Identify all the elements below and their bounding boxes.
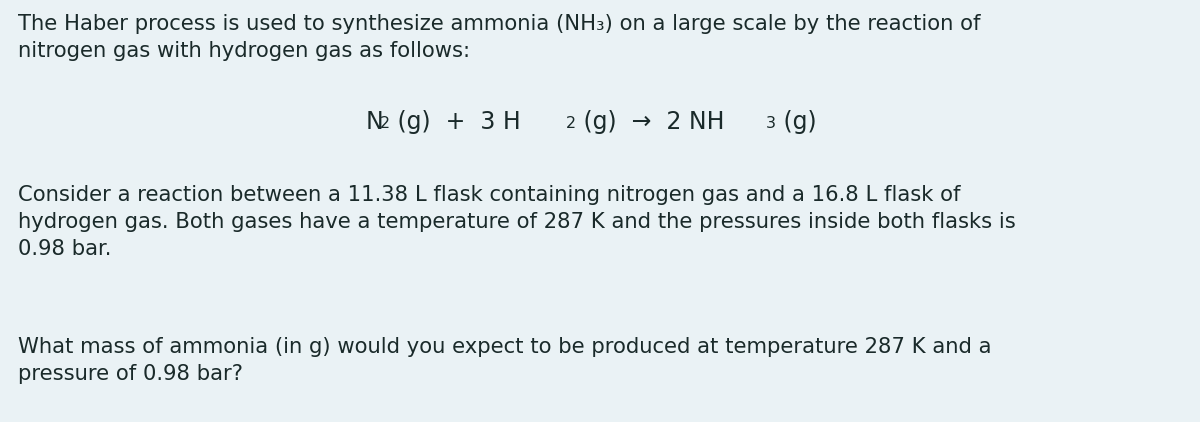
Text: 0.98 bar.: 0.98 bar. [18,239,112,259]
Text: nitrogen gas with hydrogen gas as follows:: nitrogen gas with hydrogen gas as follow… [18,41,470,61]
Text: 2: 2 [380,116,390,131]
Text: (g)  →  2 NH: (g) → 2 NH [576,110,724,134]
Text: 3: 3 [766,116,776,131]
Text: pressure of 0.98 bar?: pressure of 0.98 bar? [18,364,242,384]
Text: N: N [366,110,383,134]
Text: hydrogen gas. Both gases have a temperature of 287 K and the pressures inside bo: hydrogen gas. Both gases have a temperat… [18,212,1015,232]
Text: The Haber process is used to synthesize ammonia (NH₃) on a large scale by the re: The Haber process is used to synthesize … [18,14,980,34]
Text: What mass of ammonia (in g) would you expect to be produced at temperature 287 K: What mass of ammonia (in g) would you ex… [18,337,991,357]
Text: 2: 2 [565,116,576,131]
Text: (g): (g) [776,110,816,134]
Text: (g)  +  3 H: (g) + 3 H [390,110,521,134]
Text: Consider a reaction between a 11.38 L flask containing nitrogen gas and a 16.8 L: Consider a reaction between a 11.38 L fl… [18,185,960,205]
